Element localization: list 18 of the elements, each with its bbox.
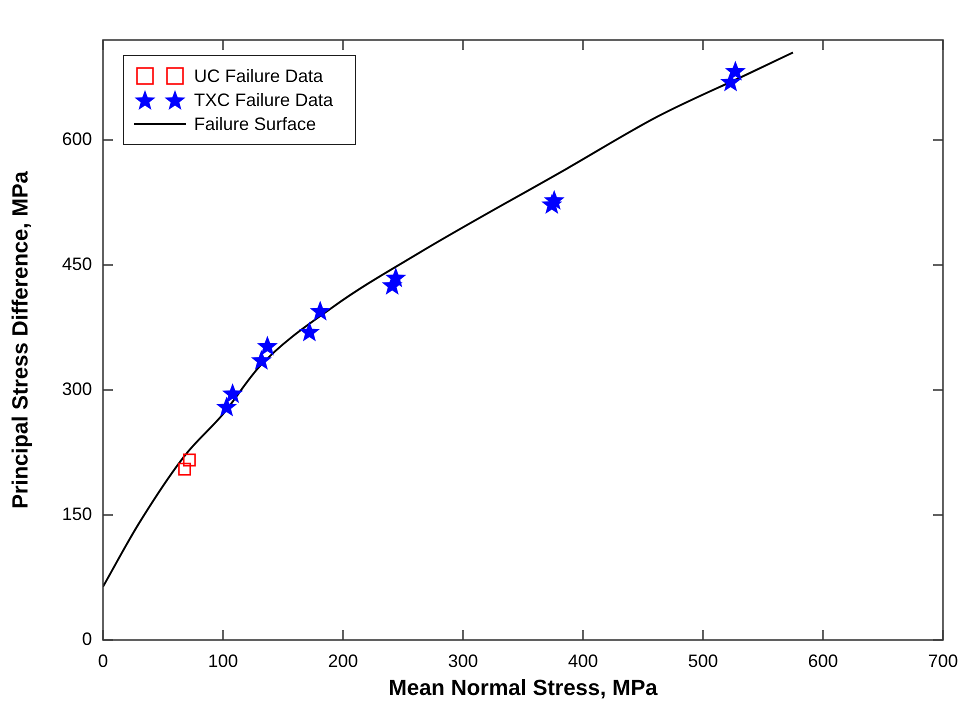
x-axis-title: Mean Normal Stress, MPa <box>388 674 658 700</box>
legend-label: Failure Surface <box>194 113 316 136</box>
legend-label: TXC Failure Data <box>194 89 334 112</box>
y-tick-label: 450 <box>62 254 92 274</box>
x-tick-label: 500 <box>688 650 718 671</box>
legend-label: UC Failure Data <box>194 65 324 88</box>
x-tick-label: 700 <box>928 650 958 671</box>
y-tick-label: 600 <box>62 128 92 149</box>
y-tick-label: 300 <box>62 378 92 399</box>
x-tick-label: 600 <box>808 650 838 671</box>
x-tick-label: 200 <box>328 650 358 671</box>
y-tick-label: 150 <box>62 504 92 524</box>
x-tick-label: 100 <box>208 650 238 671</box>
y-tick-label: 0 <box>82 628 92 649</box>
x-tick-label: 0 <box>98 650 108 671</box>
y-axis-title: Principal Stress Difference, MPa <box>7 170 32 509</box>
x-tick-label: 400 <box>568 650 598 671</box>
x-tick-label: 300 <box>448 650 478 671</box>
